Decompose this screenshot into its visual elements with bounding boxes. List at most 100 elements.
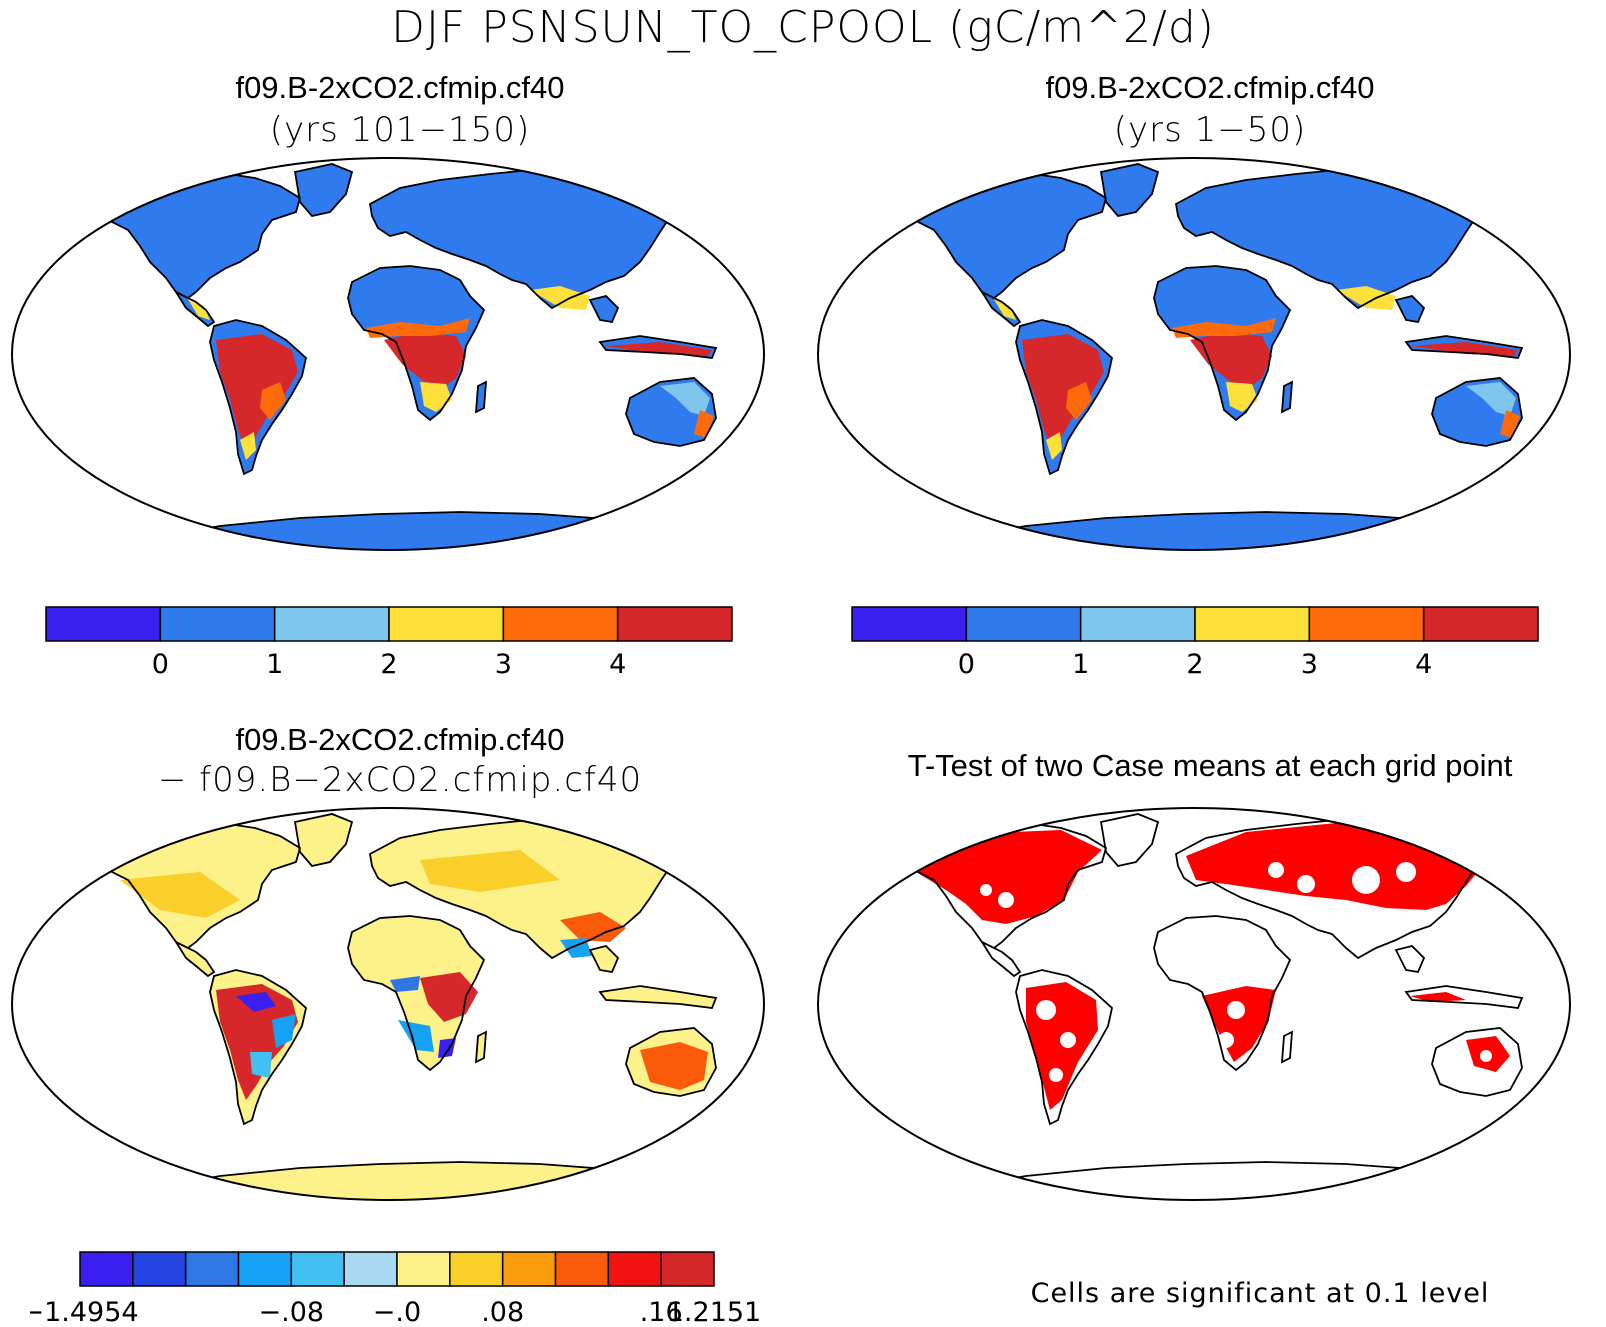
insignificant-patch bbox=[1352, 866, 1380, 894]
coastline-centralAmerica bbox=[173, 289, 216, 328]
land-seAsia bbox=[1396, 946, 1424, 972]
map-top-left bbox=[11, 157, 765, 551]
colorbar-swatch bbox=[616, 606, 733, 642]
colorbar-swatch bbox=[607, 1251, 662, 1287]
coastline-greenland bbox=[1099, 813, 1160, 867]
value-region bbox=[992, 296, 1016, 320]
colorbar-swatch bbox=[554, 1251, 610, 1287]
value-region bbox=[260, 382, 286, 420]
colorbar-tick-label: 2 bbox=[1186, 649, 1203, 680]
colorbar-tick-label: 1.2151 bbox=[667, 1297, 761, 1327]
coastline-indonesia bbox=[598, 985, 718, 1009]
map-border bbox=[817, 157, 1571, 551]
land-indonesia bbox=[600, 986, 716, 1008]
colorbar-tick-label: −.08 bbox=[259, 1297, 325, 1327]
colorbar-swatch bbox=[660, 1251, 715, 1287]
coastline-southAmerica bbox=[209, 969, 307, 1126]
colorbar-tick-label: 0 bbox=[152, 649, 169, 680]
land-indonesia bbox=[1406, 986, 1522, 1008]
value-region bbox=[272, 1014, 296, 1048]
colorbar-swatch bbox=[449, 1251, 504, 1287]
coastline-seAsia bbox=[1394, 945, 1426, 974]
colorbar-swatch bbox=[396, 1251, 451, 1287]
colorbar-tick-label: 3 bbox=[1301, 649, 1318, 680]
colorbar-tick-label: 4 bbox=[1415, 649, 1432, 680]
colorbar-swatch bbox=[290, 1251, 345, 1287]
colorbar-swatch bbox=[502, 606, 619, 642]
panel-subtitle-bottom-left: − f09.B−2xCO2.cfmip.cf40 bbox=[157, 760, 643, 800]
land-eurasia bbox=[1176, 166, 1506, 308]
coastline-centralAmerica bbox=[173, 939, 216, 978]
value-region bbox=[216, 984, 298, 1100]
value-region bbox=[1466, 382, 1516, 416]
value-region bbox=[530, 286, 590, 310]
coastline-greenland bbox=[293, 163, 354, 217]
coastline-africa bbox=[347, 265, 486, 422]
insignificant-patch bbox=[1060, 1032, 1076, 1048]
colorbar-tick-label: 3 bbox=[495, 649, 512, 680]
value-region bbox=[1190, 332, 1272, 390]
colorbar-tick-label: .08 bbox=[481, 1297, 524, 1327]
colorbar-tick-label: 4 bbox=[609, 649, 626, 680]
value-region bbox=[120, 872, 240, 918]
coastline-indonesia bbox=[598, 335, 718, 359]
value-region bbox=[420, 850, 560, 892]
coastline-centralAmerica bbox=[979, 939, 1022, 978]
value-region bbox=[640, 1042, 708, 1090]
coastline-madagascar bbox=[1280, 380, 1294, 414]
land-africa bbox=[348, 916, 484, 1070]
colorbar-swatch bbox=[45, 606, 162, 642]
colorbar-swatch bbox=[273, 606, 390, 642]
value-region bbox=[1046, 432, 1062, 460]
colorbar-tick-label: −1.4954 bbox=[30, 1297, 139, 1327]
coastline-australia bbox=[1431, 377, 1523, 447]
coastline-australia bbox=[625, 1027, 717, 1097]
land-seAsia bbox=[1396, 296, 1424, 322]
colorbar-tick-label: .16 bbox=[640, 1297, 683, 1327]
value-region bbox=[240, 432, 256, 460]
value-region bbox=[236, 992, 276, 1012]
map-border bbox=[817, 807, 1571, 1201]
coastline-southAmerica bbox=[209, 319, 307, 476]
colorbar-swatch bbox=[237, 1251, 293, 1287]
insignificant-patch bbox=[1227, 1001, 1245, 1019]
insignificant-patch bbox=[1036, 1000, 1056, 1020]
land-centralAmerica bbox=[982, 942, 1020, 976]
coastline-northAmerica bbox=[57, 821, 302, 950]
colorbar-swatch bbox=[184, 1251, 240, 1287]
panel-subtitle-top-left: (yrs 101−150) bbox=[269, 110, 531, 150]
insignificant-patch bbox=[1396, 862, 1416, 882]
colorbar-swatch bbox=[1194, 606, 1311, 642]
colorbar-swatch bbox=[1422, 606, 1539, 642]
panel-title-bottom-left: f09.B-2xCO2.cfmip.cf40 bbox=[235, 722, 565, 757]
colorbar-top-right: 0 1 2 3 4 bbox=[851, 606, 1539, 680]
panel-title-top-right: f09.B-2xCO2.cfmip.cf40 bbox=[1045, 70, 1375, 105]
panel-title-bottom-right: T-Test of two Case means at each grid po… bbox=[907, 748, 1513, 783]
insignificant-patch bbox=[1480, 1050, 1492, 1062]
insignificant-patch bbox=[998, 892, 1014, 908]
coastline-southAmerica bbox=[1015, 969, 1113, 1126]
value-region bbox=[366, 318, 470, 338]
colorbar-top-left: 0 1 2 3 4 bbox=[45, 606, 733, 680]
coastline-madagascar bbox=[474, 1030, 488, 1064]
colorbar-swatch bbox=[1308, 606, 1425, 642]
coastline-centralAmerica bbox=[979, 289, 1022, 328]
value-region bbox=[1410, 342, 1518, 356]
coastline-greenland bbox=[293, 813, 354, 867]
land-centralAmerica bbox=[176, 942, 214, 976]
colorbar-swatch bbox=[132, 1251, 187, 1287]
insignificant-patch bbox=[1049, 1068, 1063, 1082]
land-eurasia bbox=[370, 816, 700, 958]
value-region bbox=[660, 382, 710, 416]
value-region bbox=[1336, 286, 1396, 310]
value-region bbox=[186, 296, 210, 320]
coastline-africa bbox=[1153, 915, 1292, 1072]
coastline-northAmerica bbox=[863, 821, 1108, 950]
value-region bbox=[216, 334, 298, 450]
colorbar-bottom-left: −1.4954 −.08 −.0 .08 .161.2151 bbox=[30, 1251, 761, 1327]
colorbar-swatch bbox=[79, 1251, 134, 1287]
insignificant-patch bbox=[1297, 875, 1315, 893]
coastline-indonesia bbox=[1404, 335, 1524, 359]
colorbar-tick-label: 2 bbox=[380, 649, 397, 680]
coastline-indonesia bbox=[1404, 985, 1524, 1009]
